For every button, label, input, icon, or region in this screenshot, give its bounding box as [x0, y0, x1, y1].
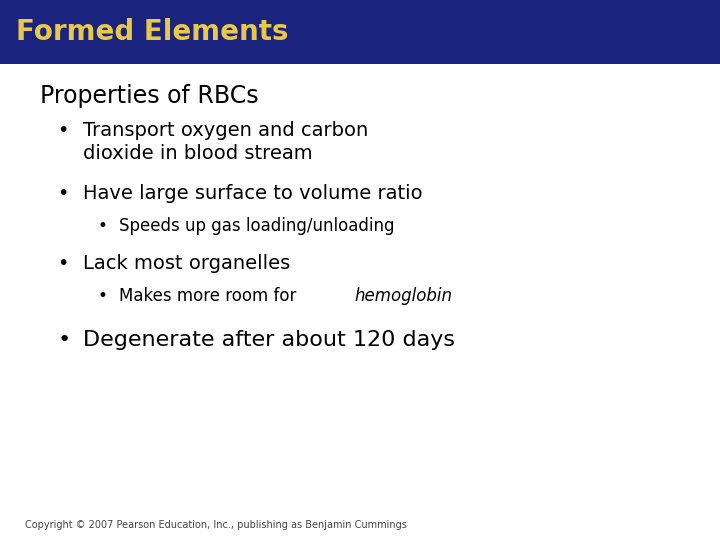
Text: Transport oxygen and carbon
dioxide in blood stream: Transport oxygen and carbon dioxide in b…: [83, 122, 368, 163]
Text: Lack most organelles: Lack most organelles: [83, 254, 290, 273]
Text: Degenerate after about 120 days: Degenerate after about 120 days: [83, 330, 455, 350]
Text: Copyright © 2007 Pearson Education, Inc., publishing as Benjamin Cummings: Copyright © 2007 Pearson Education, Inc.…: [25, 520, 407, 530]
Text: Speeds up gas loading/unloading: Speeds up gas loading/unloading: [119, 217, 395, 235]
Text: •: •: [58, 184, 69, 202]
Text: Formed Elements: Formed Elements: [16, 18, 288, 46]
Text: Makes more room for: Makes more room for: [119, 287, 302, 305]
Text: hemoglobin: hemoglobin: [354, 287, 452, 305]
Text: •: •: [58, 330, 71, 350]
Text: •: •: [97, 217, 107, 235]
FancyBboxPatch shape: [0, 0, 720, 64]
Text: Have large surface to volume ratio: Have large surface to volume ratio: [83, 184, 423, 202]
Text: •: •: [58, 254, 69, 273]
Text: •: •: [58, 122, 69, 140]
Text: •: •: [97, 287, 107, 305]
Text: Properties of RBCs: Properties of RBCs: [40, 84, 258, 107]
